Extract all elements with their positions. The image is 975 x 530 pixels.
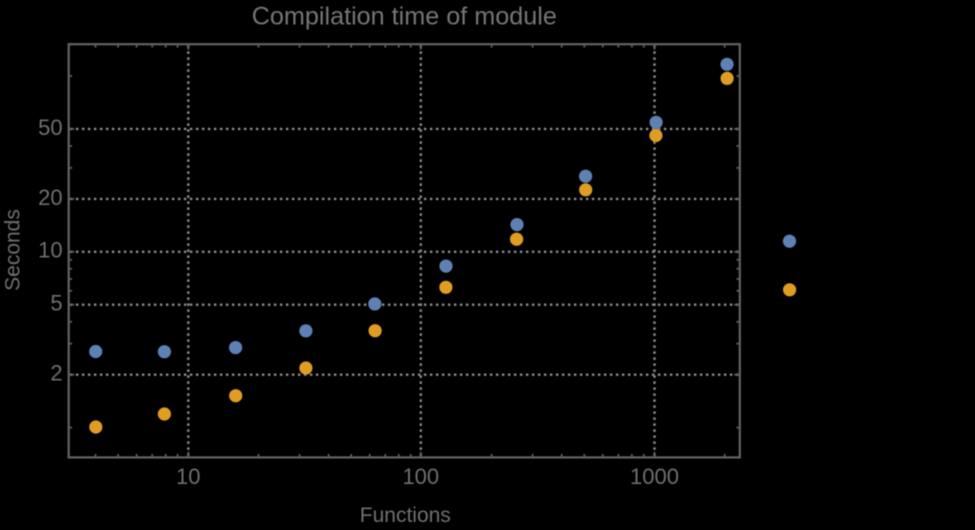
svg-text:50: 50 [38,115,62,140]
svg-text:1000: 1000 [630,464,679,489]
svg-text:Compilation time of module: Compilation time of module [252,3,557,31]
svg-text:Seconds: Seconds [2,209,25,291]
svg-text:20: 20 [38,185,62,210]
svg-text:2: 2 [50,361,62,386]
svg-text:10: 10 [176,464,200,489]
svg-text:10: 10 [38,238,62,263]
svg-text:Functions: Functions [360,504,451,525]
svg-text:100: 100 [402,464,439,489]
svg-text:5: 5 [50,291,62,316]
